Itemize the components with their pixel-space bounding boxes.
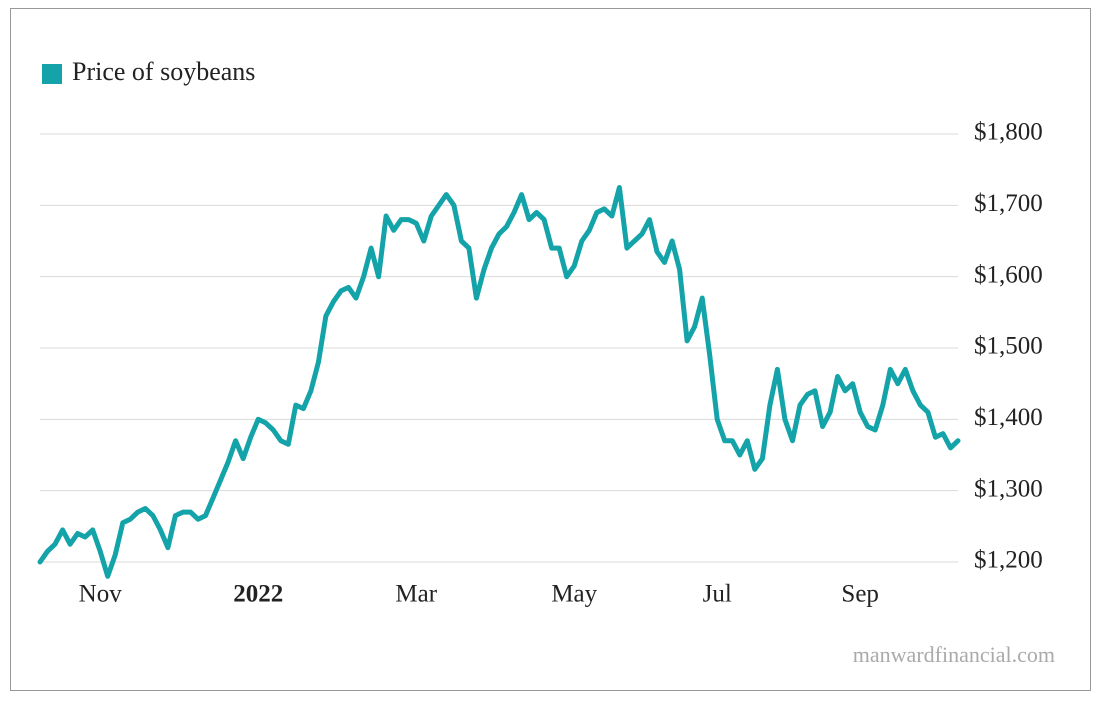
x-tick-label: Mar [395,581,437,608]
x-tick-label: Sep [841,581,879,608]
legend-label: Price of soybeans [72,57,255,86]
y-tick-label: $1,800 [974,119,1043,146]
frame [10,8,1091,691]
x-tick-label: Nov [79,581,123,608]
price-line [37,185,961,579]
y-tick-label: $1,200 [974,547,1043,574]
x-tick-label: 2022 [233,581,283,608]
source: manwardfinancial.com [853,642,1055,667]
y-tick-label: $1,500 [974,333,1043,360]
legend-swatch [42,64,62,84]
y-tick-label: $1,600 [974,261,1043,288]
x-tick-label: Jul [703,581,732,608]
y-tick-label: $1,700 [974,190,1043,217]
x-tick-label: May [551,581,597,608]
y-tick-label: $1,400 [974,404,1043,431]
y-tick-label: $1,300 [974,475,1043,502]
